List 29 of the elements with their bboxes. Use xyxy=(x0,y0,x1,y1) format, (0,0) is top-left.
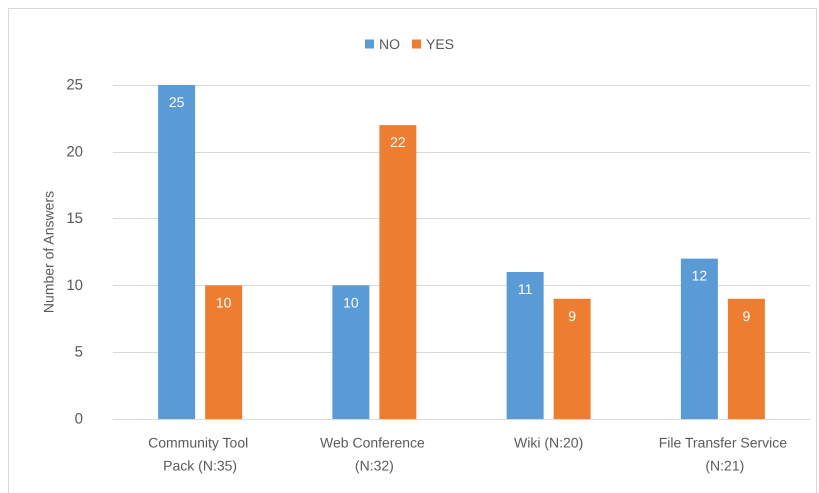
x-tick-label: Wiki (N:20) xyxy=(514,434,584,450)
y-tick-label: 0 xyxy=(74,410,83,428)
bar xyxy=(506,272,544,419)
data-label: 9 xyxy=(568,308,576,324)
data-label: 12 xyxy=(692,268,708,284)
legend-label: YES xyxy=(426,36,454,52)
bar xyxy=(680,258,718,419)
y-tick-label: 5 xyxy=(74,344,83,361)
y-tick-label: 10 xyxy=(66,276,83,294)
data-label: 22 xyxy=(390,134,406,150)
bar xyxy=(332,285,370,419)
legend-label: NO xyxy=(378,36,400,52)
bar xyxy=(554,298,591,419)
bar xyxy=(158,85,196,419)
bar xyxy=(205,285,242,419)
y-tick-label: 20 xyxy=(66,143,83,160)
y-tick-label: 15 xyxy=(66,210,83,228)
x-tick-label: Web Conference (N:32) xyxy=(320,434,429,474)
bar xyxy=(728,298,765,419)
x-tick-label: File Transfer Service (N:21) xyxy=(658,434,788,474)
bar xyxy=(379,125,416,419)
x-tick-label: Community Tool Pack (N:35) xyxy=(148,434,252,474)
y-tick-label: 25 xyxy=(66,76,83,94)
data-label: 25 xyxy=(168,94,185,110)
data-label: 10 xyxy=(343,294,359,310)
data-label: 9 xyxy=(742,308,750,324)
data-label: 10 xyxy=(216,294,232,310)
data-label: 11 xyxy=(518,281,533,298)
y-axis-title: Number of Answers xyxy=(40,190,56,314)
